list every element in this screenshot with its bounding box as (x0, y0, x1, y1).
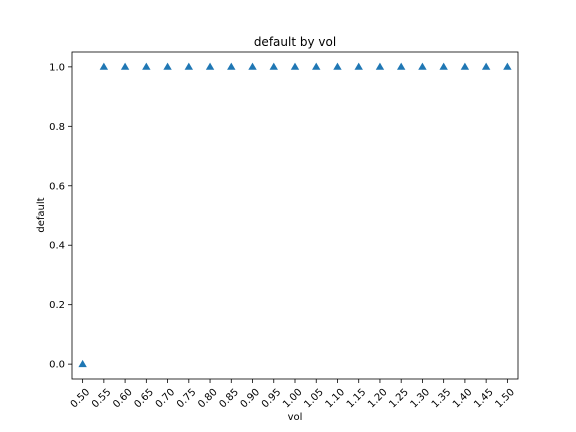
data-point (142, 62, 151, 70)
y-tick-label: 1.0 (49, 62, 65, 73)
data-point (333, 62, 342, 70)
data-point (396, 62, 406, 70)
y-tick-label: 0.0 (49, 360, 65, 371)
data-point (184, 62, 194, 70)
data-points (78, 62, 512, 368)
data-point (418, 62, 427, 70)
data-point (99, 62, 109, 70)
y-axis: 0.0 0.2 0.4 0.6 0.8 1.0 (49, 62, 72, 371)
data-point (375, 62, 385, 70)
data-point (354, 62, 363, 70)
data-point (227, 62, 236, 70)
data-point (163, 62, 172, 70)
x-axis-label: vol (288, 412, 303, 423)
y-tick-label: 0.6 (49, 181, 65, 192)
data-point (78, 359, 87, 368)
data-point (481, 62, 491, 70)
data-point (248, 62, 257, 70)
y-tick-label: 0.8 (49, 122, 65, 133)
data-point (503, 62, 512, 70)
y-axis-label: default (36, 197, 47, 232)
y-tick-label: 0.4 (49, 241, 65, 252)
data-point (269, 62, 278, 70)
data-point (205, 62, 215, 70)
y-tick-label: 0.2 (49, 300, 65, 311)
data-point (120, 62, 130, 70)
data-point (312, 62, 321, 70)
chart-title: default by vol (254, 35, 336, 49)
data-point (439, 62, 448, 70)
data-point (290, 62, 300, 70)
data-point (460, 62, 470, 70)
